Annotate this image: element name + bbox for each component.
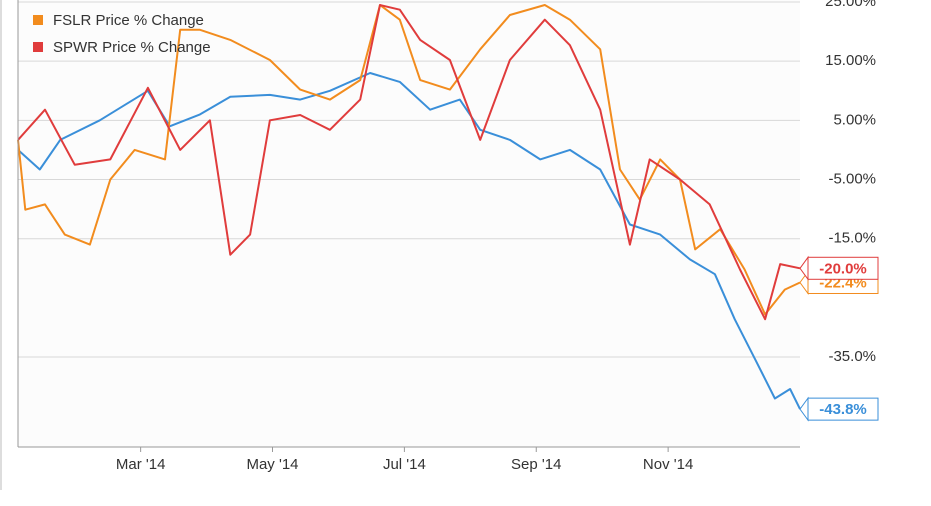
y-tick-label: 15.00%	[825, 52, 876, 69]
y-tick-label: -5.00%	[828, 170, 876, 187]
end-label: -20.0%	[819, 260, 867, 277]
end-label-box	[807, 256, 879, 280]
end-pointer	[799, 396, 809, 422]
x-tick-label: Sep '14	[511, 456, 561, 473]
x-tick-label: Jul '14	[383, 456, 426, 473]
lines	[17, 4, 801, 410]
legend-label: SPWR Price % Change	[53, 39, 211, 56]
x-tick-label: May '14	[246, 456, 298, 473]
legend-swatch	[33, 42, 43, 52]
y-tick-label: -15.0%	[828, 230, 876, 247]
y-tick-label: 5.00%	[833, 111, 876, 128]
y-tick-label: -35.0%	[828, 348, 876, 365]
legend-swatch	[33, 15, 43, 25]
legend-label: FSLR Price % Change	[53, 12, 204, 29]
plot-area	[18, 0, 800, 447]
series-line	[17, 4, 801, 321]
y-tick-label: 25.00%	[825, 0, 876, 10]
end-pointer	[799, 255, 809, 281]
series-line	[17, 4, 801, 316]
x-tick-label: Mar '14	[116, 456, 166, 473]
end-label: -43.8%	[819, 401, 867, 418]
x-tick-label: Nov '14	[643, 456, 693, 473]
end-label-box	[807, 397, 879, 421]
labels: 25.00% 15.00% 5.00% -5.00% -15.0% -35.0% Mar '…	[33, 0, 879, 473]
grid	[18, 1, 800, 452]
